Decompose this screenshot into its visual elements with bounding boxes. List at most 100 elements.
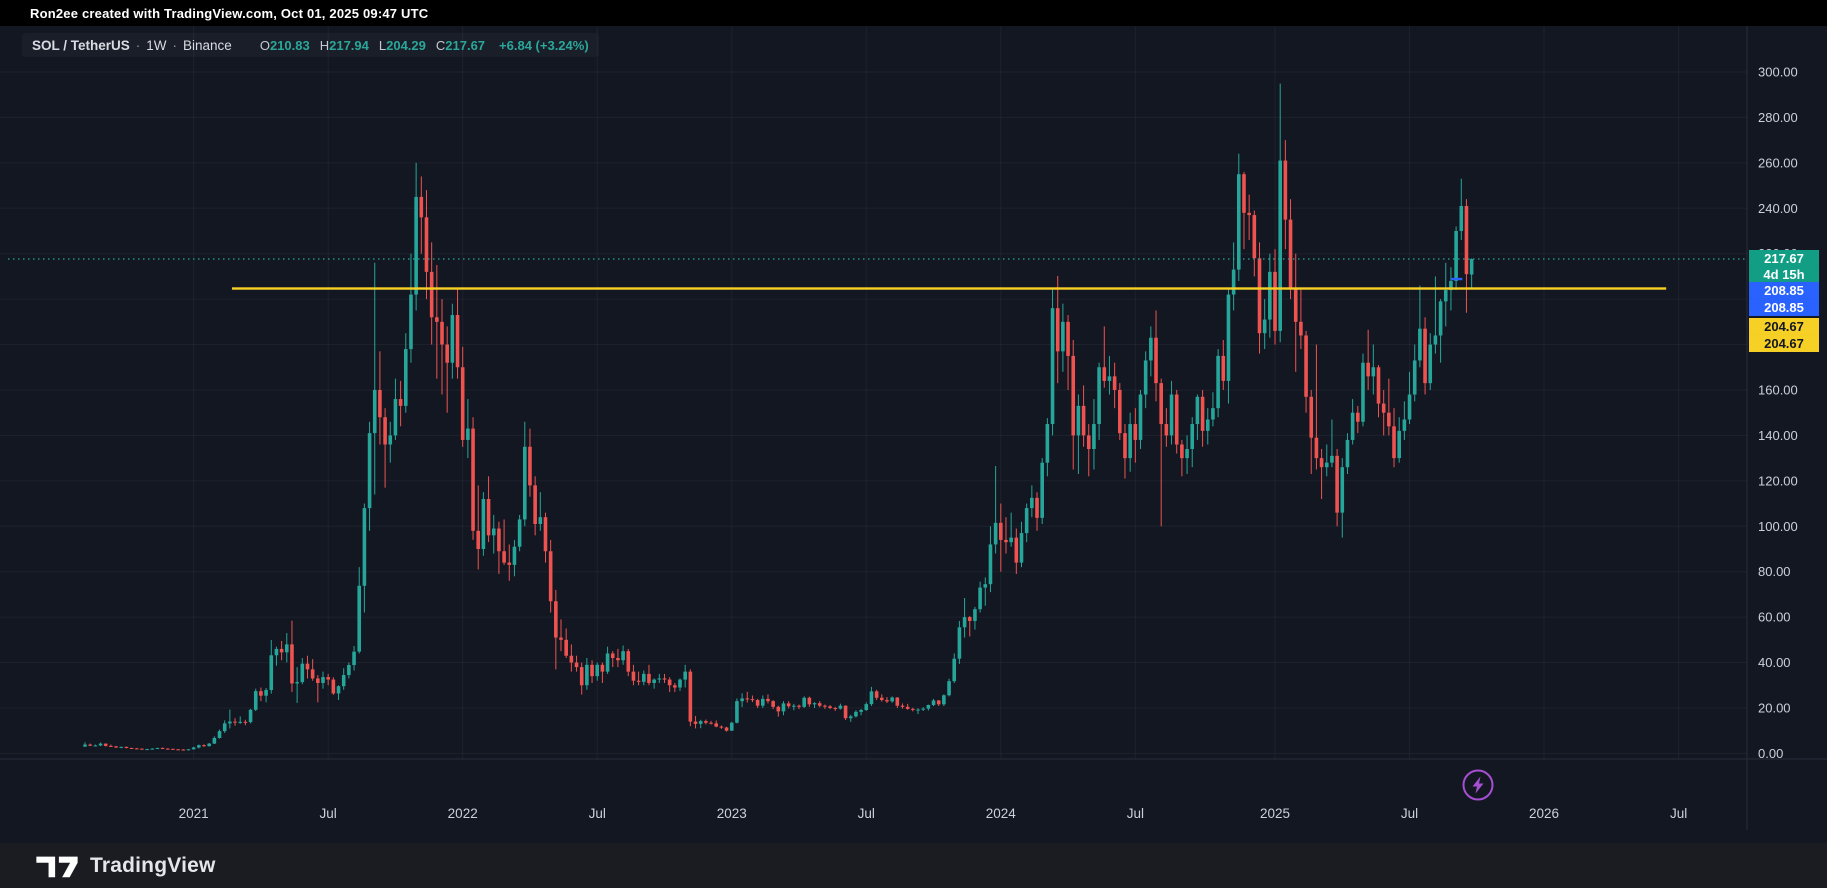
candle-body	[719, 726, 724, 728]
candle-body	[817, 703, 822, 706]
yellow-price-chip	[1749, 334, 1819, 352]
candle-body	[517, 519, 522, 547]
boost-lightning-icon[interactable]	[1462, 769, 1494, 801]
boost-circle	[1462, 769, 1494, 801]
candle-body	[1035, 497, 1039, 518]
candle-body	[698, 721, 703, 724]
candle-body	[657, 678, 662, 680]
candle-body	[548, 551, 553, 602]
time-tick-label: Jul	[1127, 806, 1144, 821]
tradingview-logo-icon[interactable]	[34, 851, 80, 881]
candle-body	[538, 517, 543, 524]
candle-body	[1004, 539, 1008, 543]
time-tick-label: 2022	[448, 806, 478, 821]
candle-body	[1288, 219, 1293, 288]
candle-body	[1143, 360, 1148, 395]
price-tick-label: 80.00	[1758, 564, 1791, 579]
price-chip-label: 4d 15h	[1763, 267, 1804, 282]
blue-price-chip	[1749, 281, 1819, 299]
candle-body	[1387, 412, 1391, 427]
candle-body	[714, 723, 719, 727]
candle-body	[486, 499, 491, 536]
candle-body	[88, 744, 92, 746]
candle-body	[600, 664, 605, 672]
candle-body	[1438, 301, 1443, 336]
candle-body	[93, 745, 98, 747]
candle-body	[869, 691, 874, 705]
candle-body	[1309, 396, 1314, 438]
candle-body	[1174, 394, 1179, 445]
candle-body	[1402, 419, 1407, 431]
candle-body	[1392, 426, 1396, 459]
candle-body	[533, 485, 537, 524]
candle-body	[1097, 367, 1101, 425]
candle-body	[502, 551, 506, 563]
symbol-legend[interactable]: SOL / TetherUS · 1W · Binance O 210.83 H…	[22, 33, 599, 57]
candle-body	[1050, 308, 1055, 425]
high-value: 217.94	[329, 37, 369, 53]
candle-body	[460, 367, 465, 440]
candle-body	[647, 673, 651, 683]
candle-body	[295, 682, 299, 684]
close-value: 217.67	[445, 37, 486, 53]
candle-body	[590, 664, 594, 677]
lightning-bolt-glyph	[1472, 776, 1484, 794]
candle-body	[207, 743, 211, 747]
candle-body	[678, 679, 682, 688]
candle-body	[936, 700, 941, 705]
brand-name[interactable]: TradingView	[90, 853, 216, 877]
candle-body	[1268, 271, 1272, 320]
candle-body	[1231, 269, 1236, 295]
blue-price-marker[interactable]	[1450, 277, 1463, 281]
candle-body	[1464, 205, 1469, 275]
candle-body	[1086, 435, 1091, 450]
candle-body	[362, 508, 367, 586]
candle-body	[667, 679, 672, 686]
candle-body	[300, 663, 305, 683]
candle-body	[1397, 430, 1401, 459]
price-chip-label: 204.67	[1764, 336, 1804, 351]
candle-body	[481, 499, 486, 549]
symbol-name[interactable]: SOL / TetherUS	[32, 37, 130, 53]
candle-body	[626, 651, 631, 672]
candle-body	[693, 721, 698, 724]
candle-body	[150, 748, 155, 750]
candle-body	[911, 708, 915, 710]
candle-body	[1304, 335, 1308, 397]
interval-label[interactable]: 1W	[146, 37, 167, 53]
grid-lines	[0, 26, 1747, 759]
teal-price-chip	[1749, 266, 1819, 282]
candle-body	[610, 653, 615, 659]
price-axis[interactable]: 0.00 20.00 40.00 60.00 80.00 100.00 120.00 140.…	[1758, 64, 1798, 760]
candle-body	[238, 721, 243, 723]
candle-body	[1262, 319, 1267, 334]
candle-body	[1024, 508, 1029, 534]
candle-body	[792, 705, 796, 707]
candle-body	[367, 433, 372, 509]
candle-body	[1200, 396, 1205, 431]
candle-body	[435, 317, 439, 322]
candle-body	[1216, 355, 1220, 409]
candle-body	[1107, 376, 1112, 381]
candle-body	[859, 710, 863, 712]
candle-body	[1371, 367, 1376, 377]
candle-body	[1149, 337, 1153, 361]
candle-body	[900, 705, 905, 707]
candle-body	[409, 294, 413, 350]
candle-body	[259, 691, 263, 696]
candle-body	[755, 700, 760, 706]
candles-layer[interactable]	[83, 83, 1474, 751]
yellow-horizontal-ray[interactable]	[231, 287, 1667, 290]
price-tick-label: 20.00	[1758, 700, 1791, 715]
candle-body	[673, 685, 677, 688]
candle-body	[305, 663, 310, 670]
time-axis[interactable]: 2021 Jul 2022 Jul 2023 Jul 2024 Jul 2025 Jul 2026 J…	[179, 806, 1688, 821]
candle-body	[316, 678, 320, 683]
candle-body	[641, 673, 646, 682]
candle-body	[1159, 383, 1163, 425]
candle-body	[864, 704, 869, 711]
candle-body	[1252, 215, 1257, 259]
time-tick-label: 2021	[179, 806, 209, 821]
candle-body	[1366, 362, 1370, 377]
